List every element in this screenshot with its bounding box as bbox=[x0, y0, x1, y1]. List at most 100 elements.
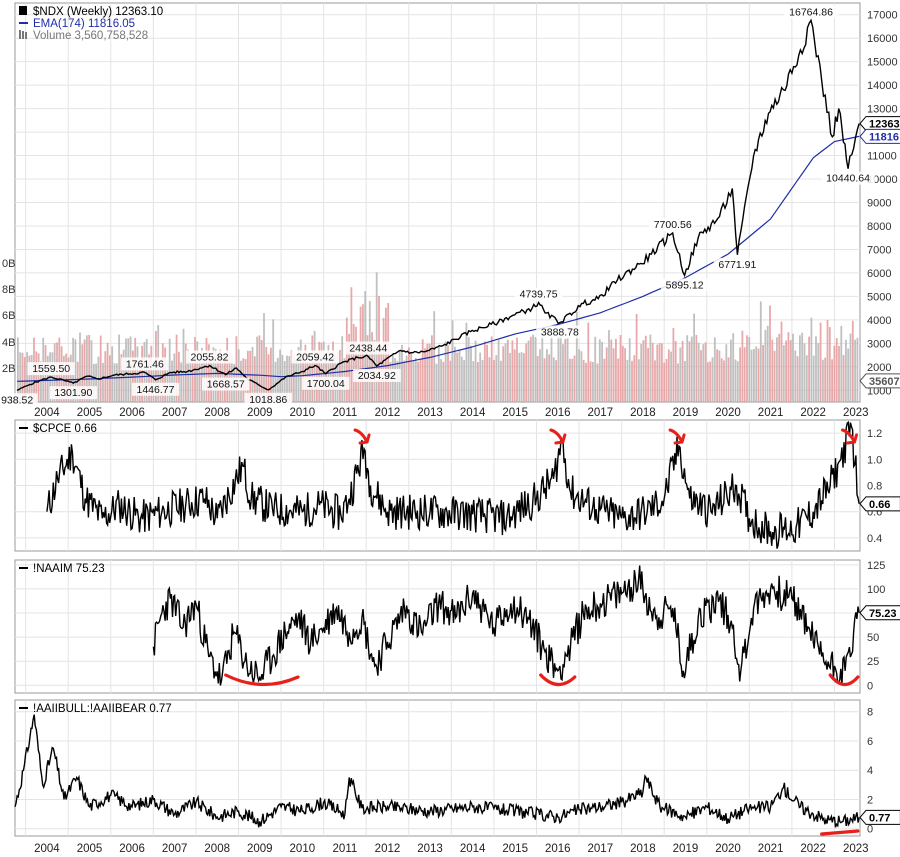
volume-bar bbox=[276, 357, 279, 402]
volume-bar bbox=[467, 337, 470, 402]
volume-bar bbox=[523, 353, 525, 402]
price-annotation: 7700.56 bbox=[654, 219, 692, 231]
annotation-bg bbox=[27, 362, 75, 376]
annotation-bg bbox=[514, 287, 563, 301]
volume-bar bbox=[421, 339, 424, 402]
annotation-bg bbox=[131, 382, 180, 396]
volume-bar bbox=[159, 359, 162, 402]
volume-bar bbox=[789, 340, 792, 402]
volume-bar bbox=[470, 345, 472, 402]
annotation-bg bbox=[291, 350, 339, 364]
annotation-bg bbox=[121, 357, 169, 371]
volume-bar bbox=[548, 354, 551, 402]
volume-bar bbox=[603, 358, 606, 402]
volume-bar bbox=[437, 345, 440, 402]
volume-bar bbox=[688, 341, 691, 402]
volume-bar bbox=[141, 345, 143, 402]
volume-bar bbox=[589, 361, 592, 402]
volume-bar bbox=[375, 272, 378, 402]
y-tick-label: 0.8 bbox=[867, 481, 882, 493]
volume-bar bbox=[663, 362, 666, 402]
volume-bar bbox=[810, 317, 813, 402]
volume-bar bbox=[690, 336, 693, 402]
last-value-tag bbox=[859, 605, 900, 621]
volume-bar bbox=[449, 360, 452, 402]
price-annotation: 2034.92 bbox=[358, 370, 396, 382]
volume-bar bbox=[667, 349, 670, 402]
volume-bar bbox=[403, 360, 406, 402]
volume-bar bbox=[69, 354, 72, 402]
volume-bar bbox=[638, 359, 640, 402]
volume-legend-icon bbox=[19, 30, 21, 39]
volume-bar bbox=[575, 311, 578, 402]
price-annotation: 1446.77 bbox=[136, 384, 174, 396]
volume-bar bbox=[720, 358, 723, 402]
volume-bar bbox=[707, 362, 709, 402]
x-tick-label: 2005 bbox=[77, 407, 103, 419]
volume-bar bbox=[509, 352, 511, 402]
price-annotation: 1668.57 bbox=[207, 379, 245, 391]
volume-bar bbox=[605, 347, 608, 402]
red-underline-markup bbox=[820, 829, 860, 836]
volume-bar bbox=[318, 341, 321, 402]
price-annotation: 1761.46 bbox=[126, 358, 164, 370]
volume-bar bbox=[815, 336, 817, 402]
volume-bar bbox=[792, 333, 794, 402]
volume-bar bbox=[532, 334, 534, 402]
y-tick-label: 7000 bbox=[867, 244, 891, 256]
volume-bar bbox=[559, 336, 562, 402]
volume-bar bbox=[626, 359, 629, 402]
y-tick-label: 13000 bbox=[867, 104, 898, 116]
annotation-bg bbox=[0, 393, 38, 407]
x-tick-label: 2011 bbox=[333, 407, 358, 419]
volume-bar bbox=[63, 355, 65, 402]
price-annotation: 2059.42 bbox=[296, 351, 334, 363]
volume-bar bbox=[152, 360, 155, 402]
volume-bar bbox=[267, 354, 270, 402]
x-tick-label: 2022 bbox=[800, 843, 826, 855]
volume-bar bbox=[748, 337, 751, 402]
y-tick-label: 8 bbox=[867, 707, 873, 719]
volume-bar bbox=[30, 354, 33, 402]
volume-bar bbox=[849, 333, 852, 402]
volume-bar bbox=[371, 332, 373, 402]
volume-bar bbox=[320, 342, 323, 402]
volume-bar bbox=[460, 356, 463, 402]
volume-bar bbox=[497, 339, 500, 402]
volume-bar bbox=[345, 317, 348, 402]
volume-bar bbox=[293, 354, 295, 402]
volume-bar bbox=[598, 339, 601, 402]
x-tick-label: 2016 bbox=[545, 407, 571, 419]
volume-bar bbox=[516, 337, 518, 402]
volume-bar bbox=[670, 351, 672, 402]
volume-bar bbox=[847, 348, 850, 402]
volume-bar bbox=[633, 355, 636, 402]
volume-bar bbox=[697, 342, 700, 402]
volume-bar bbox=[166, 360, 169, 402]
volume-bar bbox=[819, 322, 822, 402]
last-value-tag bbox=[859, 128, 900, 144]
volume-bar bbox=[171, 360, 173, 402]
y-tick-label: 3000 bbox=[867, 338, 891, 350]
volume-bar bbox=[596, 363, 599, 402]
volume-bar bbox=[679, 347, 682, 402]
volume-bar bbox=[465, 322, 468, 402]
volume-bar bbox=[541, 334, 544, 402]
volume-legend-icon bbox=[25, 32, 27, 39]
volume-bar bbox=[573, 355, 576, 402]
volume-bar bbox=[840, 325, 843, 402]
volume-bar bbox=[477, 362, 479, 402]
volume-bar bbox=[118, 334, 120, 402]
x-tick-label: 2015 bbox=[502, 843, 528, 855]
price-annotation: 4739.75 bbox=[520, 288, 558, 300]
annotation-bg bbox=[244, 392, 292, 406]
volume-bar bbox=[205, 337, 208, 402]
volume-bar bbox=[695, 334, 698, 402]
volume-bar bbox=[161, 343, 164, 402]
x-tick-label: 2018 bbox=[630, 407, 656, 419]
volume-bar bbox=[488, 357, 491, 402]
volume-bar bbox=[550, 336, 553, 402]
volume-bar bbox=[265, 347, 268, 402]
volume-bar bbox=[106, 342, 109, 402]
volume-axis-label: 4B bbox=[2, 337, 15, 349]
